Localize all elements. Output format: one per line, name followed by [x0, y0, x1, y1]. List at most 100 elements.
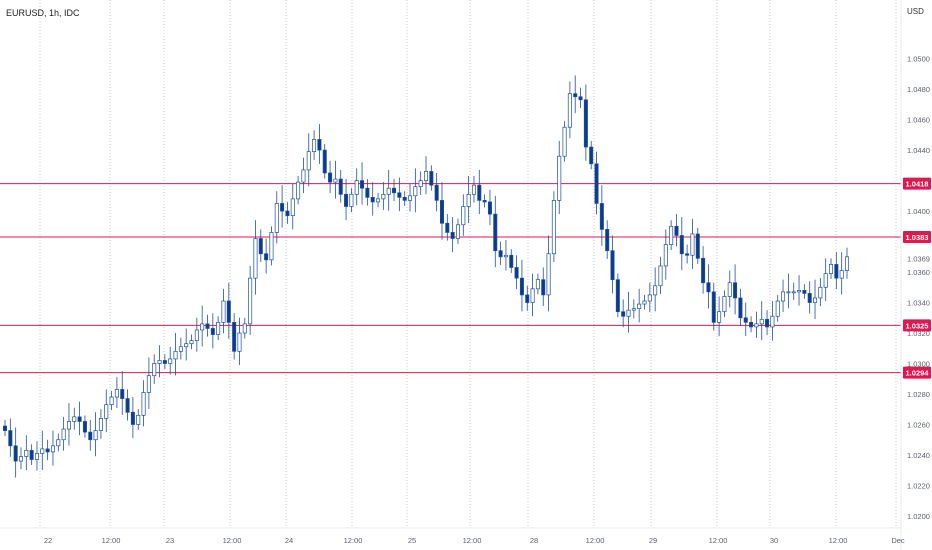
candle-up — [40, 448, 45, 454]
candle-up — [173, 350, 178, 360]
candle-down — [477, 184, 482, 201]
candle-up — [759, 318, 764, 325]
candle-down — [733, 282, 738, 299]
candle-down — [621, 311, 626, 317]
candle-up — [56, 439, 61, 447]
candle-down — [370, 197, 375, 203]
candle-up — [242, 323, 247, 334]
price-tick-label: 1.0280 — [907, 390, 930, 399]
candle-down — [738, 297, 743, 319]
candle-down — [125, 398, 130, 413]
candle-down — [589, 146, 594, 165]
candle-up — [253, 238, 258, 279]
candle-up — [381, 193, 386, 200]
candle-up — [333, 178, 338, 183]
candle-down — [514, 267, 519, 279]
candle-up — [781, 291, 786, 302]
candle-down — [258, 238, 263, 255]
price-tick-label: 1.0320 — [907, 329, 930, 338]
candle-up — [722, 296, 727, 313]
candle-up — [567, 93, 572, 128]
time-tick-label: 12:00 — [344, 536, 363, 545]
time-tick-label: 28 — [530, 536, 538, 545]
candle-down — [13, 445, 18, 462]
price-tick-label: 1.0440 — [907, 146, 930, 155]
candle-down — [679, 235, 684, 255]
candle-up — [189, 340, 194, 345]
level-badge — [903, 177, 931, 190]
candle-up — [152, 363, 157, 377]
price-tick-label: 1.0300 — [907, 360, 930, 369]
time-tick-label: 12:00 — [829, 536, 848, 545]
candle-down — [615, 279, 620, 313]
candle-down — [802, 289, 807, 294]
time-tick-label: 22 — [44, 536, 52, 545]
candle-up — [274, 203, 279, 233]
candle-down — [280, 203, 285, 212]
candle-up — [423, 171, 429, 181]
candle-down — [322, 149, 327, 174]
candle-down — [610, 250, 615, 281]
candle-down — [701, 257, 706, 284]
candle-up — [818, 286, 823, 299]
candle-up — [221, 300, 226, 323]
candle-down — [130, 411, 135, 425]
candle-down — [232, 322, 237, 352]
candle-down — [210, 328, 215, 335]
level-badge — [903, 230, 931, 243]
candle-down — [397, 192, 402, 198]
candle-up — [551, 200, 556, 255]
candle-up — [461, 206, 466, 226]
candle-up — [349, 193, 354, 207]
candle-up — [455, 224, 460, 239]
candle-down — [583, 99, 588, 148]
price-tick-label: 1.0460 — [907, 116, 930, 125]
candle-up — [237, 332, 242, 352]
price-tick-label: 1.0360 — [907, 268, 930, 277]
candle-down — [445, 222, 450, 233]
price-tick-label: 1.0369 — [907, 254, 930, 263]
candle-down — [328, 172, 333, 183]
candle-up — [562, 126, 567, 157]
time-tick-label: 12:00 — [102, 536, 121, 545]
candle-down — [594, 163, 599, 204]
candle-down — [82, 421, 87, 433]
candle-down — [434, 184, 439, 201]
candle-up — [306, 151, 311, 171]
candle-up — [466, 193, 471, 207]
candle-down — [8, 430, 13, 447]
candle-up — [386, 187, 391, 195]
candle-down — [765, 318, 770, 328]
candle-up — [658, 265, 663, 287]
candle-up — [471, 184, 476, 195]
candle-up — [157, 360, 162, 364]
candle-up — [146, 375, 151, 393]
candles — [2, 75, 850, 478]
candle-up — [829, 264, 834, 274]
candle-up — [34, 453, 39, 460]
candle-up — [104, 404, 109, 419]
candle-up — [50, 445, 55, 453]
candle-up — [626, 309, 631, 317]
candle-down — [365, 187, 370, 198]
time-tick-label: 30 — [770, 536, 778, 545]
candle-up — [312, 139, 317, 152]
time-tick-label: 29 — [649, 536, 657, 545]
candle-down — [498, 250, 503, 258]
candle-up — [413, 186, 418, 197]
candle-up — [717, 311, 722, 323]
price-tick-label: 1.0500 — [907, 55, 930, 64]
candle-down — [2, 425, 8, 431]
candle-down — [743, 317, 748, 323]
candle-up — [669, 225, 674, 245]
candle-up — [418, 180, 423, 188]
candle-up — [200, 323, 205, 331]
symbol-label: EURUSD, 1h, IDC — [6, 8, 80, 18]
candle-up — [546, 253, 551, 296]
price-tick-label: 1.0480 — [907, 85, 930, 94]
candle-down — [29, 450, 34, 460]
time-tick-label: 24 — [285, 536, 293, 545]
candle-up — [376, 198, 381, 203]
